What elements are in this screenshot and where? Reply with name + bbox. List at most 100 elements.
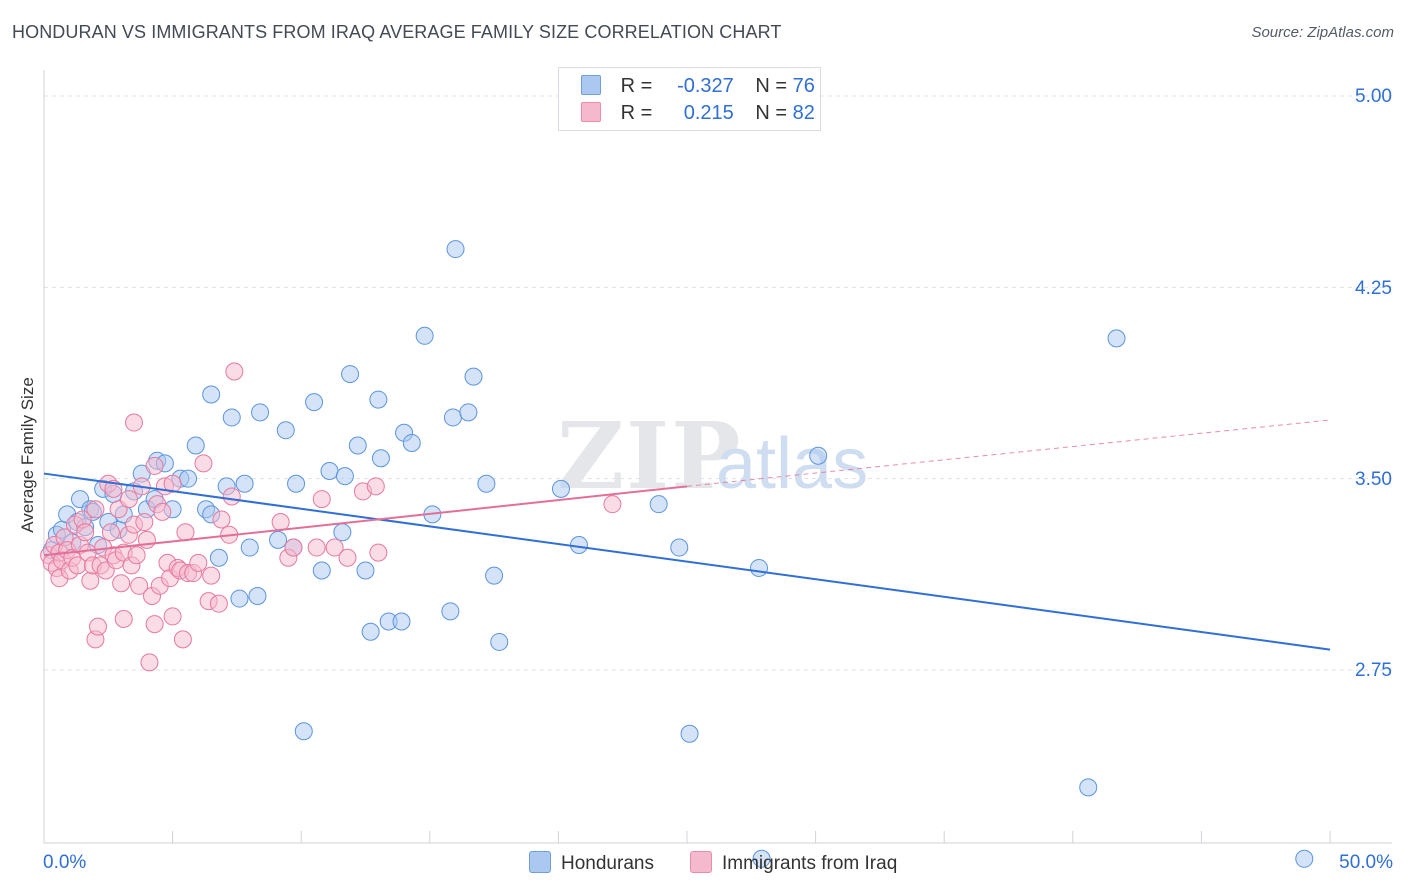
data-point bbox=[312, 561, 331, 580]
y-tick-label: 4.25 bbox=[1355, 278, 1392, 299]
n-value: 76 bbox=[792, 75, 815, 97]
n-value: 82 bbox=[792, 102, 815, 124]
hondurans-legend-swatch bbox=[529, 851, 551, 873]
data-point bbox=[225, 362, 244, 381]
y-tick-label: 2.75 bbox=[1355, 660, 1392, 681]
data-point bbox=[176, 523, 195, 542]
grid-lines bbox=[44, 95, 1392, 671]
watermark: ZIP atlas bbox=[557, 402, 868, 510]
data-point bbox=[287, 474, 306, 493]
source-label[interactable]: Source: ZipAtlas.com bbox=[1251, 24, 1394, 41]
legend-row-iraq: R = 0.215 N = 82 bbox=[581, 102, 815, 126]
data-point bbox=[112, 574, 131, 593]
data-point bbox=[86, 500, 105, 519]
data-point bbox=[415, 326, 434, 345]
data-point bbox=[212, 510, 231, 529]
iraq-legend-swatch bbox=[690, 851, 712, 873]
axes bbox=[43, 70, 1392, 844]
hondurans-swatch bbox=[581, 75, 601, 95]
chart-title: HONDURAN VS IMMIGRANTS FROM IRAQ AVERAGE… bbox=[12, 22, 782, 42]
data-point bbox=[89, 617, 108, 636]
data-point bbox=[312, 490, 331, 509]
data-point bbox=[114, 609, 133, 628]
data-point bbox=[371, 449, 390, 468]
x-tick-label-max: 50.0% bbox=[1339, 852, 1393, 873]
r-label: R = bbox=[620, 102, 653, 124]
data-point bbox=[670, 538, 689, 557]
data-point bbox=[76, 523, 95, 542]
data-point bbox=[119, 490, 138, 509]
r-value: 0.215 bbox=[683, 102, 734, 124]
data-point bbox=[145, 615, 164, 634]
data-point bbox=[335, 467, 354, 486]
data-point bbox=[356, 561, 375, 580]
bottom-legend-iraq[interactable]: Immigrants from Iraq bbox=[690, 851, 897, 875]
data-point bbox=[173, 630, 192, 649]
data-point bbox=[369, 543, 388, 562]
data-point bbox=[464, 367, 483, 386]
data-point bbox=[235, 474, 254, 493]
stats-legend: R = -0.327 N = 76 R = 0.215 N = 82 bbox=[558, 67, 821, 131]
data-point bbox=[276, 421, 295, 440]
watermark-zip: ZIP bbox=[557, 402, 742, 510]
data-point bbox=[333, 523, 352, 542]
data-point bbox=[369, 390, 388, 409]
data-point bbox=[809, 446, 828, 465]
data-point bbox=[485, 566, 504, 585]
data-point bbox=[81, 571, 100, 590]
r-label: R = bbox=[620, 75, 653, 97]
data-point bbox=[402, 433, 421, 452]
data-point bbox=[603, 495, 622, 514]
hondurans-points bbox=[42, 240, 1314, 868]
data-point bbox=[443, 408, 462, 427]
data-point bbox=[441, 602, 460, 621]
data-point bbox=[137, 530, 156, 549]
y-tick-label: 5.00 bbox=[1355, 86, 1392, 107]
data-point bbox=[680, 724, 699, 743]
data-point bbox=[101, 523, 120, 542]
data-point bbox=[125, 413, 144, 432]
data-point bbox=[140, 653, 159, 672]
data-point bbox=[222, 408, 241, 427]
data-point bbox=[446, 240, 465, 259]
data-point bbox=[163, 607, 182, 626]
data-point bbox=[130, 576, 149, 595]
data-point bbox=[325, 538, 344, 557]
data-point bbox=[1079, 778, 1098, 797]
data-point bbox=[230, 589, 249, 608]
data-point bbox=[251, 403, 270, 422]
data-point bbox=[135, 513, 154, 532]
data-point bbox=[209, 548, 228, 567]
data-point bbox=[1295, 849, 1314, 868]
data-point bbox=[248, 587, 267, 606]
iraq-swatch bbox=[581, 102, 601, 122]
data-point bbox=[153, 502, 172, 521]
data-point bbox=[750, 558, 769, 577]
data-point bbox=[752, 849, 771, 868]
y-tick-label: 3.50 bbox=[1355, 469, 1392, 490]
data-point bbox=[392, 612, 411, 631]
data-point bbox=[202, 566, 221, 585]
trend-lines bbox=[43, 419, 1331, 651]
r-value: -0.327 bbox=[677, 75, 734, 97]
n-label: N = bbox=[755, 102, 788, 124]
legend-row-hondurans: R = -0.327 N = 76 bbox=[581, 75, 815, 99]
n-label: N = bbox=[755, 75, 788, 97]
data-point bbox=[338, 548, 357, 567]
data-point bbox=[649, 495, 668, 514]
data-point bbox=[490, 632, 509, 651]
data-point bbox=[361, 622, 380, 641]
data-point bbox=[179, 469, 198, 488]
data-point bbox=[209, 594, 228, 613]
data-point bbox=[320, 462, 339, 481]
data-point bbox=[341, 365, 360, 384]
iraq-legend-label: Immigrants from Iraq bbox=[722, 853, 898, 874]
data-point bbox=[163, 474, 182, 493]
data-point bbox=[194, 454, 213, 473]
data-point bbox=[202, 385, 221, 404]
bottom-legend-hondurans[interactable]: Hondurans bbox=[529, 851, 654, 875]
data-point bbox=[348, 436, 367, 455]
data-point bbox=[307, 538, 326, 557]
watermark-atlas: atlas bbox=[716, 424, 868, 504]
